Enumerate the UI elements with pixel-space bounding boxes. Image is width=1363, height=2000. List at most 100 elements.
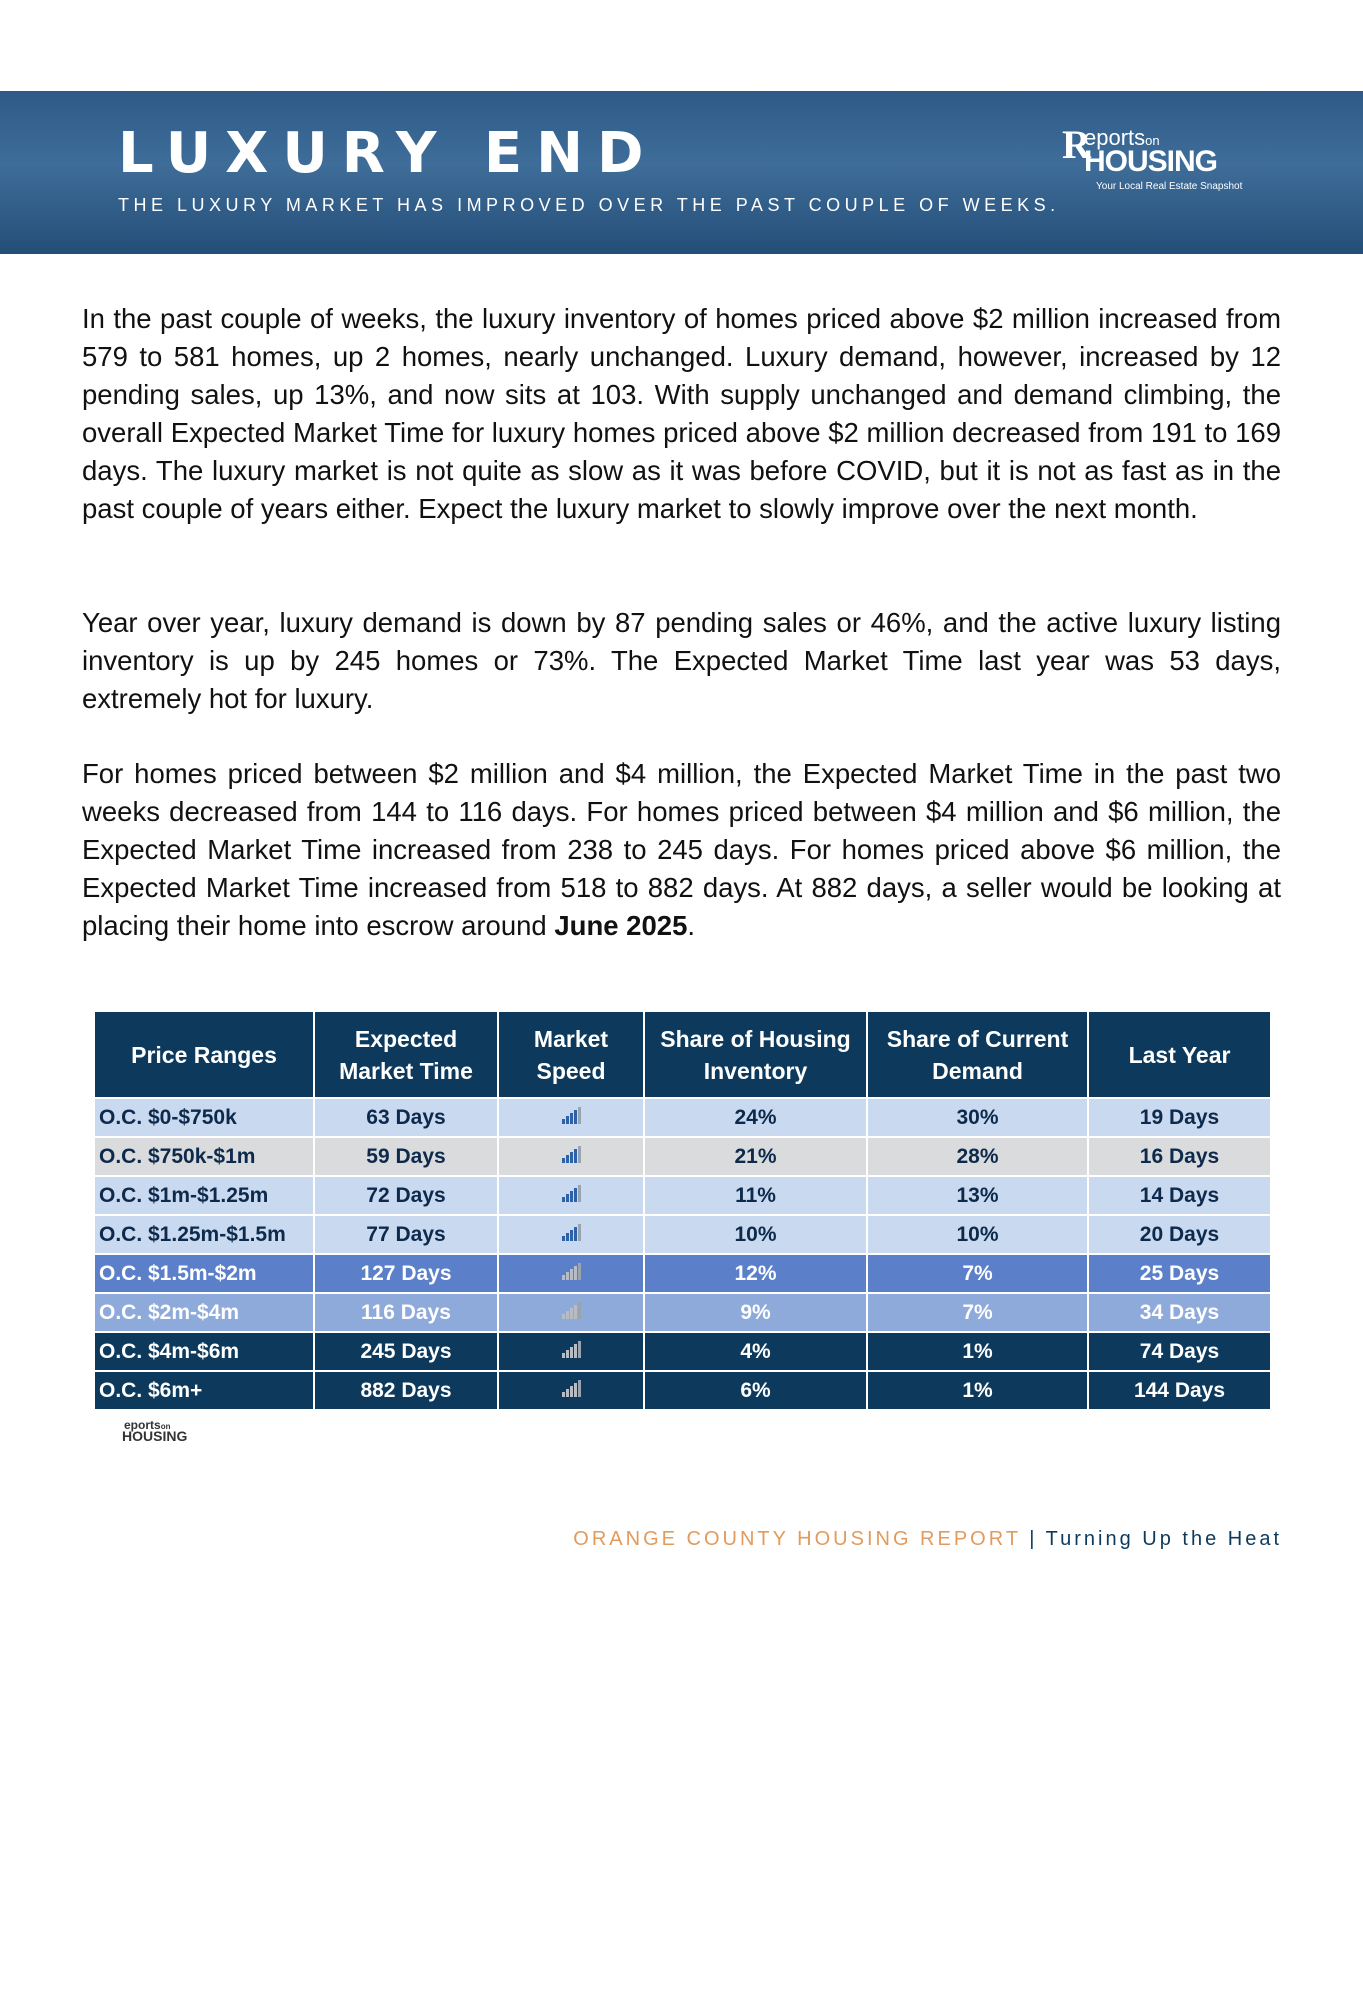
table-row: O.C. $4m-$6m 245 Days 4% 1% 74 Days bbox=[93, 1331, 1272, 1372]
table-cell: 12% bbox=[643, 1253, 868, 1294]
speed-cell bbox=[497, 1370, 645, 1411]
table-cell: 4% bbox=[643, 1331, 868, 1372]
paragraph: In the past couple of weeks, the luxury … bbox=[82, 303, 1281, 524]
speed-bar bbox=[566, 1154, 569, 1163]
speed-icon bbox=[562, 1262, 581, 1280]
speed-bar bbox=[574, 1304, 577, 1319]
table-cell: 116 Days bbox=[313, 1292, 499, 1333]
speed-bar bbox=[562, 1313, 565, 1319]
logo-eports: eports bbox=[1084, 125, 1146, 150]
speed-icon bbox=[562, 1106, 581, 1124]
logo-tagline: Your Local Real Estate Snapshot bbox=[1096, 181, 1243, 192]
paragraph-end: . bbox=[687, 910, 696, 941]
column-header: Market Speed bbox=[497, 1010, 645, 1099]
table-cell: 1% bbox=[866, 1331, 1089, 1372]
speed-cell bbox=[497, 1097, 645, 1138]
logo-main: HOUSING bbox=[1084, 145, 1218, 178]
speed-bar bbox=[570, 1268, 573, 1280]
paragraph: For homes priced between $2 million and … bbox=[82, 755, 1281, 945]
speed-bar bbox=[578, 1262, 581, 1280]
table-cell: 245 Days bbox=[313, 1331, 499, 1372]
logo-on: on bbox=[160, 1422, 171, 1431]
table-logo-top: eportson bbox=[124, 1418, 170, 1432]
table-row: O.C. $2m-$4m 116 Days 9% 7% 34 Days bbox=[93, 1292, 1272, 1333]
speed-bar bbox=[578, 1106, 581, 1124]
speed-icon bbox=[562, 1184, 581, 1202]
speed-bar bbox=[562, 1352, 565, 1358]
table-cell: 34 Days bbox=[1087, 1292, 1272, 1333]
speed-bar bbox=[578, 1340, 581, 1358]
table-cell: 10% bbox=[866, 1214, 1089, 1255]
table-cell: 1% bbox=[866, 1370, 1089, 1411]
table-row: O.C. $1.25m-$1.5m 77 Days 10% 10% 20 Days bbox=[93, 1214, 1272, 1255]
speed-icon bbox=[562, 1145, 581, 1163]
title: LUXURY END bbox=[118, 121, 658, 186]
speed-cell bbox=[497, 1331, 645, 1372]
speed-icon bbox=[562, 1379, 581, 1397]
speed-bar bbox=[566, 1349, 569, 1358]
banner: LUXURY END THE LUXURY MARKET HAS IMPROVE… bbox=[0, 91, 1363, 254]
speed-icon bbox=[562, 1301, 581, 1319]
speed-bar bbox=[562, 1157, 565, 1163]
speed-bar bbox=[566, 1271, 569, 1280]
speed-bar bbox=[578, 1301, 581, 1319]
paragraph-text: For homes priced between $2 million and … bbox=[82, 758, 1281, 941]
speed-cell bbox=[497, 1214, 645, 1255]
table-row: O.C. $1.5m-$2m 127 Days 12% 7% 25 Days bbox=[93, 1253, 1272, 1294]
logo-top: eportson bbox=[1084, 125, 1160, 151]
table-cell: O.C. $1.5m-$2m bbox=[93, 1253, 315, 1294]
footer-right: Turning Up the Heat bbox=[1045, 1528, 1282, 1550]
logo-eports: eports bbox=[124, 1418, 161, 1432]
table-cell: 16 Days bbox=[1087, 1136, 1272, 1177]
paragraph-bold: June 2025 bbox=[554, 910, 688, 941]
speed-bar bbox=[562, 1118, 565, 1124]
speed-bar bbox=[566, 1388, 569, 1397]
table-cell: 13% bbox=[866, 1175, 1089, 1216]
logo-on: on bbox=[1145, 133, 1160, 148]
speed-icon bbox=[562, 1340, 581, 1358]
table-cell: 127 Days bbox=[313, 1253, 499, 1294]
table-cell: O.C. $1.25m-$1.5m bbox=[93, 1214, 315, 1255]
table-cell: 28% bbox=[866, 1136, 1089, 1177]
speed-cell bbox=[497, 1253, 645, 1294]
table-row: O.C. $750k-$1m 59 Days 21% 28% 16 Days bbox=[93, 1136, 1272, 1177]
speed-bar bbox=[566, 1115, 569, 1124]
footer: ORANGE COUNTY HOUSING REPORT | Turning U… bbox=[0, 1528, 1282, 1551]
table-cell: 25 Days bbox=[1087, 1253, 1272, 1294]
speed-bar bbox=[570, 1385, 573, 1397]
table-cell: 14 Days bbox=[1087, 1175, 1272, 1216]
speed-bar bbox=[574, 1265, 577, 1280]
column-header: Share of Current Demand bbox=[866, 1010, 1089, 1099]
table-cell: O.C. $6m+ bbox=[93, 1370, 315, 1411]
table-cell: O.C. $750k-$1m bbox=[93, 1136, 315, 1177]
table-cell: 21% bbox=[643, 1136, 868, 1177]
table-cell: 7% bbox=[866, 1292, 1089, 1333]
speed-bar bbox=[570, 1346, 573, 1358]
table-cell: 11% bbox=[643, 1175, 868, 1216]
table-cell: O.C. $4m-$6m bbox=[93, 1331, 315, 1372]
table-cell: 77 Days bbox=[313, 1214, 499, 1255]
column-header: Last Year bbox=[1087, 1010, 1272, 1099]
speed-bar bbox=[570, 1229, 573, 1241]
speed-cell bbox=[497, 1292, 645, 1333]
column-header: Expected Market Time bbox=[313, 1010, 499, 1099]
speed-bar bbox=[566, 1193, 569, 1202]
table-row: O.C. $1m-$1.25m 72 Days 11% 13% 14 Days bbox=[93, 1175, 1272, 1216]
table-cell: 74 Days bbox=[1087, 1331, 1272, 1372]
speed-bar bbox=[570, 1307, 573, 1319]
speed-bar bbox=[566, 1232, 569, 1241]
table-cell: 24% bbox=[643, 1097, 868, 1138]
speed-bar bbox=[574, 1148, 577, 1163]
footer-left: ORANGE COUNTY HOUSING REPORT bbox=[573, 1528, 1021, 1550]
table-row: O.C. $0-$750k 63 Days 24% 30% 19 Days bbox=[93, 1097, 1272, 1138]
footer-separator: | bbox=[1029, 1528, 1038, 1550]
speed-cell bbox=[497, 1136, 645, 1177]
table-cell: 20 Days bbox=[1087, 1214, 1272, 1255]
table-logo-main: HOUSING bbox=[122, 1428, 188, 1444]
table-cell: 6% bbox=[643, 1370, 868, 1411]
speed-bar bbox=[574, 1382, 577, 1397]
speed-bar bbox=[562, 1391, 565, 1397]
speed-bar bbox=[574, 1226, 577, 1241]
table-cell: O.C. $1m-$1.25m bbox=[93, 1175, 315, 1216]
